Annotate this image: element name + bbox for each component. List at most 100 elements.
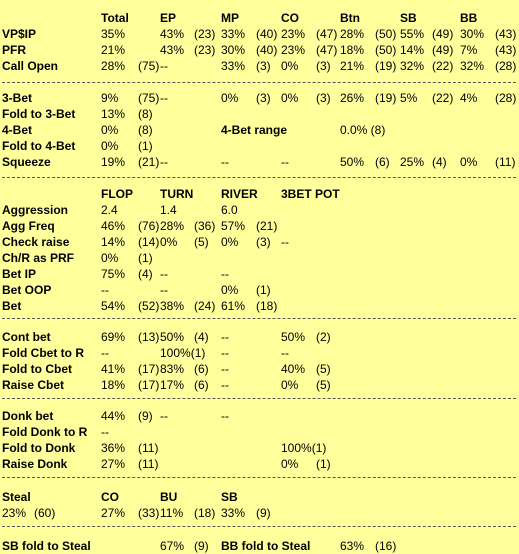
stat-value: -- (221, 362, 229, 376)
stat-sample-count: (36) (194, 219, 216, 233)
stat-value: 27% (101, 457, 126, 471)
steal-position-header: SB (221, 490, 238, 504)
stat-sample-count: (23) (194, 43, 216, 57)
stat-value: -- (160, 59, 168, 73)
stat-sample-count: (9) (138, 409, 153, 423)
stat-sample-count: (3) (256, 235, 271, 249)
row-label: Fold Cbet to R (2, 346, 84, 360)
row-label: Aggression (2, 203, 69, 217)
stat-value: -- (281, 235, 289, 249)
stat-sample-count: (19) (375, 59, 397, 73)
stat-sample-count: (50) (375, 27, 397, 41)
stat-value: 0% (281, 378, 299, 392)
street-header: RIVER (221, 187, 258, 201)
stat-value: -- (221, 409, 229, 423)
stat-value: 33% (221, 59, 246, 73)
section-divider (2, 318, 516, 319)
stat-value: 41% (101, 362, 126, 376)
stat-sample-count: (2) (316, 330, 331, 344)
stat-sample-count: (6) (194, 362, 209, 376)
stat-value: -- (160, 283, 168, 297)
stat-value: 44% (101, 409, 126, 423)
row-label: Fold Donk to R (2, 425, 88, 439)
stat-sample-count: (47) (316, 27, 338, 41)
stat-value: 43% (160, 43, 185, 57)
stat-value: 14% (400, 43, 425, 57)
bb-fold-to-steal-count: (16) (375, 539, 397, 553)
stat-value: -- (101, 283, 109, 297)
stat-value: 83% (160, 362, 185, 376)
stat-value: 40% (281, 362, 306, 376)
stat-value: 54% (101, 299, 126, 313)
stat-sample-count: (76) (138, 219, 160, 233)
stat-value: 13% (101, 107, 126, 121)
stat-value: 21% (101, 43, 126, 57)
stat-value: 7% (460, 43, 478, 57)
stat-value: 55% (400, 27, 425, 41)
stat-value: 0% (160, 235, 178, 249)
stat-value: 61% (221, 299, 246, 313)
stat-sample-count: (5) (316, 362, 331, 376)
stat-sample-count: (14) (138, 235, 160, 249)
stat-value: -- (160, 267, 168, 281)
stat-value: 25% (400, 155, 425, 169)
steal-position-header: BU (160, 490, 178, 504)
stat-value: 19% (101, 155, 126, 169)
stat-sample-count: (1) (316, 457, 331, 471)
stat-value: -- (221, 267, 229, 281)
stat-sample-count: (1) (138, 139, 153, 153)
stat-value: 30% (460, 27, 485, 41)
stat-value: 21% (340, 59, 365, 73)
column-header: SB (400, 11, 417, 25)
stat-sample-count: (40) (256, 27, 278, 41)
column-header: BB (460, 11, 478, 25)
street-header: TURN (160, 187, 194, 201)
stat-value: 35% (101, 27, 126, 41)
stat-sample-count: (22) (432, 59, 454, 73)
steal-label: Steal (2, 490, 31, 504)
stat-value: 18% (340, 43, 365, 57)
street-header: FLOP (101, 187, 133, 201)
stat-sample-count: (8) (138, 123, 153, 137)
column-header: Total (101, 11, 129, 25)
sb-fold-to-steal-value: 67% (160, 539, 185, 553)
stat-value: 38% (160, 299, 185, 313)
stat-sample-count: (4) (432, 155, 447, 169)
stat-sample-count: (47) (316, 43, 338, 57)
stat-value: -- (160, 155, 168, 169)
stat-value: -- (281, 346, 289, 360)
stat-value: 4% (460, 91, 478, 105)
stat-sample-count: (17) (138, 362, 160, 376)
row-label: VP$IP (2, 27, 37, 41)
stat-value: 17% (160, 378, 185, 392)
stat-value: 100%(1) (281, 441, 327, 455)
stat-value: 28% (340, 27, 365, 41)
stat-value: 100%(1) (160, 346, 206, 360)
row-label: Bet IP (2, 267, 37, 281)
row-label: 4-Bet (2, 123, 33, 137)
stat-value: 0% (221, 235, 239, 249)
stat-value: -- (101, 346, 109, 360)
stat-sample-count: (3) (256, 59, 271, 73)
row-label: Bet OOP (2, 283, 52, 297)
row-label: Call Open (2, 59, 59, 73)
stat-value: 1.4 (160, 203, 177, 217)
sb-fold-to-steal-label: SB fold to Steal (2, 539, 91, 553)
section-divider (2, 477, 516, 478)
stat-sample-count: (75) (138, 59, 160, 73)
stat-value: 50% (340, 155, 365, 169)
stat-sample-count: (17) (138, 378, 160, 392)
stat-value: 33% (221, 506, 246, 520)
stat-sample-count: (11) (138, 457, 159, 471)
stat-sample-count: (6) (194, 378, 209, 392)
stat-sample-count: (21) (256, 219, 278, 233)
row-label: Squeeze (2, 155, 51, 169)
stat-sample-count: (3) (316, 59, 331, 73)
stat-sample-count: (18) (256, 299, 278, 313)
stat-sample-count: (43) (495, 27, 517, 41)
stat-sample-count: (28) (495, 91, 517, 105)
row-label: Raise Donk (2, 457, 68, 471)
stat-sample-count: (11) (495, 155, 516, 169)
stat-sample-count: (22) (432, 91, 454, 105)
stat-sample-count: (18) (194, 506, 216, 520)
